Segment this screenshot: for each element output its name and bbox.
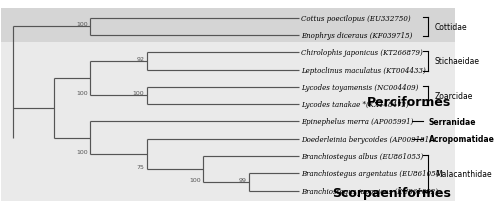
Text: Perciformes: Perciformes bbox=[366, 95, 450, 109]
Text: Zoarcidae: Zoarcidae bbox=[435, 92, 473, 100]
Text: 99: 99 bbox=[238, 177, 246, 182]
Text: 100: 100 bbox=[76, 91, 88, 96]
Text: Cottus poecilopus (EU332750): Cottus poecilopus (EU332750) bbox=[301, 15, 410, 23]
Text: Leptoclinus maculatus (KT004433): Leptoclinus maculatus (KT004433) bbox=[301, 66, 426, 74]
Text: Epinephelus merra (AP005991): Epinephelus merra (AP005991) bbox=[301, 118, 414, 126]
Text: 100: 100 bbox=[132, 91, 144, 96]
Text: Cottidae: Cottidae bbox=[435, 23, 468, 32]
Bar bbox=[2, 43, 455, 201]
Text: Acropomatidae: Acropomatidae bbox=[429, 134, 495, 143]
Text: Malacanthidae: Malacanthidae bbox=[435, 169, 492, 178]
Text: Lycodes tanakae *(KX148472): Lycodes tanakae *(KX148472) bbox=[301, 101, 408, 109]
Text: 100: 100 bbox=[76, 22, 88, 27]
Text: Enophrys diceraus (KF039715): Enophrys diceraus (KF039715) bbox=[301, 32, 412, 40]
Text: Branchiostegus japonicus (EU861052): Branchiostegus japonicus (EU861052) bbox=[301, 187, 438, 195]
Text: Serranidae: Serranidae bbox=[429, 117, 476, 126]
Text: 100: 100 bbox=[190, 177, 201, 182]
Text: Branchiostegus albus (EU861053): Branchiostegus albus (EU861053) bbox=[301, 152, 423, 160]
Text: Branchiostegus argentatus (EU861054): Branchiostegus argentatus (EU861054) bbox=[301, 169, 443, 177]
Text: Doederleinia berycoides (AP009181): Doederleinia berycoides (AP009181) bbox=[301, 135, 432, 143]
Text: Stichaeidae: Stichaeidae bbox=[435, 57, 480, 66]
Text: 75: 75 bbox=[136, 164, 144, 169]
Text: Chirolophis japonicus (KT266879): Chirolophis japonicus (KT266879) bbox=[301, 49, 422, 57]
Bar bbox=[2, 9, 455, 43]
Text: Lycodes toyamensis (NC004409): Lycodes toyamensis (NC004409) bbox=[301, 83, 418, 91]
Text: Scorpaeniformes: Scorpaeniformes bbox=[332, 186, 450, 199]
Text: 92: 92 bbox=[136, 57, 144, 62]
Text: 100: 100 bbox=[76, 149, 88, 154]
